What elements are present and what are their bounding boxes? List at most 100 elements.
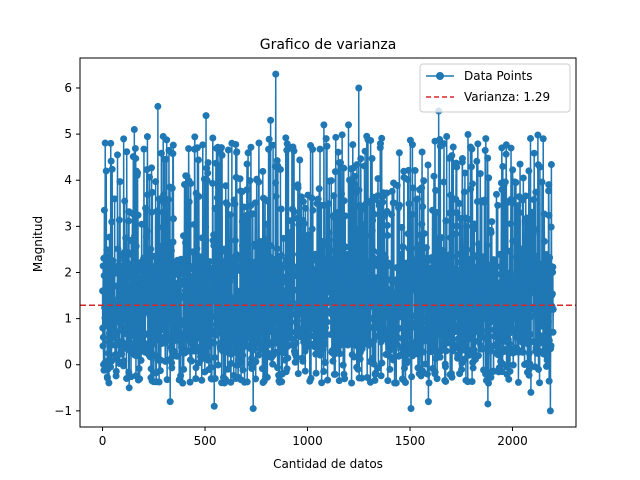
data-point [318, 379, 326, 387]
data-point [310, 325, 318, 333]
data-point [393, 182, 401, 190]
data-point [437, 283, 445, 291]
data-point [484, 400, 492, 408]
y-tick-label: 3 [64, 219, 72, 233]
data-point [490, 256, 498, 264]
data-point [397, 285, 405, 293]
data-point [217, 339, 225, 347]
data-point [468, 378, 476, 386]
data-point [506, 367, 514, 375]
data-point [464, 270, 472, 278]
data-point [107, 139, 115, 147]
data-point [217, 274, 225, 282]
data-point [460, 188, 468, 196]
data-point [351, 172, 359, 180]
data-point [490, 367, 498, 375]
data-point [279, 261, 287, 269]
y-tick-label: 1 [64, 312, 72, 326]
data-point [139, 262, 147, 270]
data-point [224, 146, 232, 154]
data-point [390, 199, 398, 207]
data-point [323, 263, 331, 271]
data-point [462, 310, 470, 318]
data-point [525, 238, 533, 246]
data-point [163, 136, 171, 144]
data-point [264, 197, 272, 205]
data-point [528, 276, 536, 284]
data-point [527, 312, 535, 320]
data-point [481, 146, 489, 154]
data-point [424, 398, 432, 406]
y-tick-label: 0 [64, 358, 72, 372]
data-point [358, 325, 366, 333]
data-point [374, 192, 382, 200]
data-point [421, 360, 429, 368]
data-point [203, 176, 211, 184]
data-point [315, 185, 323, 193]
data-point [475, 319, 483, 327]
data-point [215, 163, 223, 171]
data-point [464, 215, 472, 223]
data-point [385, 287, 393, 295]
data-point [542, 269, 550, 277]
data-point [158, 251, 166, 259]
data-point [433, 208, 441, 216]
data-point [217, 144, 225, 152]
data-point [353, 161, 361, 169]
data-point [319, 237, 327, 245]
data-point [99, 333, 107, 341]
data-point [341, 212, 349, 220]
data-point [547, 342, 555, 350]
data-point [491, 261, 499, 269]
data-point [451, 230, 459, 238]
data-point [368, 226, 376, 234]
data-point [160, 220, 168, 228]
data-point [534, 131, 542, 139]
data-point [216, 298, 224, 306]
data-point [251, 318, 259, 326]
data-point [147, 245, 155, 253]
data-point [233, 255, 241, 263]
data-point [443, 307, 451, 315]
data-point [436, 292, 443, 300]
data-point [350, 238, 358, 246]
data-point [386, 276, 394, 284]
data-point [547, 223, 555, 231]
data-point [372, 369, 380, 377]
data-point [405, 200, 413, 208]
data-point [157, 149, 165, 157]
data-point [445, 272, 453, 280]
data-point [214, 330, 222, 338]
data-point [327, 310, 335, 318]
data-point [378, 359, 386, 367]
data-point [373, 303, 381, 311]
data-point [408, 211, 416, 219]
data-point [449, 314, 457, 322]
data-point [314, 264, 322, 272]
data-point [142, 204, 150, 212]
data-point [131, 252, 139, 260]
data-point [162, 155, 170, 163]
data-point [545, 377, 553, 385]
data-point [114, 245, 122, 253]
data-point [368, 155, 376, 163]
legend-series-marker [436, 72, 444, 80]
data-point [301, 204, 309, 212]
data-point [442, 347, 450, 355]
data-point [323, 142, 331, 150]
data-point [269, 360, 277, 368]
data-point [259, 167, 267, 175]
data-point [322, 324, 330, 332]
data-point [124, 259, 132, 267]
data-point [99, 342, 107, 350]
data-point [204, 169, 212, 177]
data-point [299, 357, 307, 365]
data-point [180, 232, 187, 240]
data-point [420, 230, 428, 238]
legend-reference-label: Varianza: 1.29 [464, 90, 550, 104]
data-point [255, 351, 263, 359]
data-point [540, 237, 548, 245]
data-point [429, 307, 437, 315]
data-point [294, 370, 302, 378]
data-point [153, 252, 161, 260]
